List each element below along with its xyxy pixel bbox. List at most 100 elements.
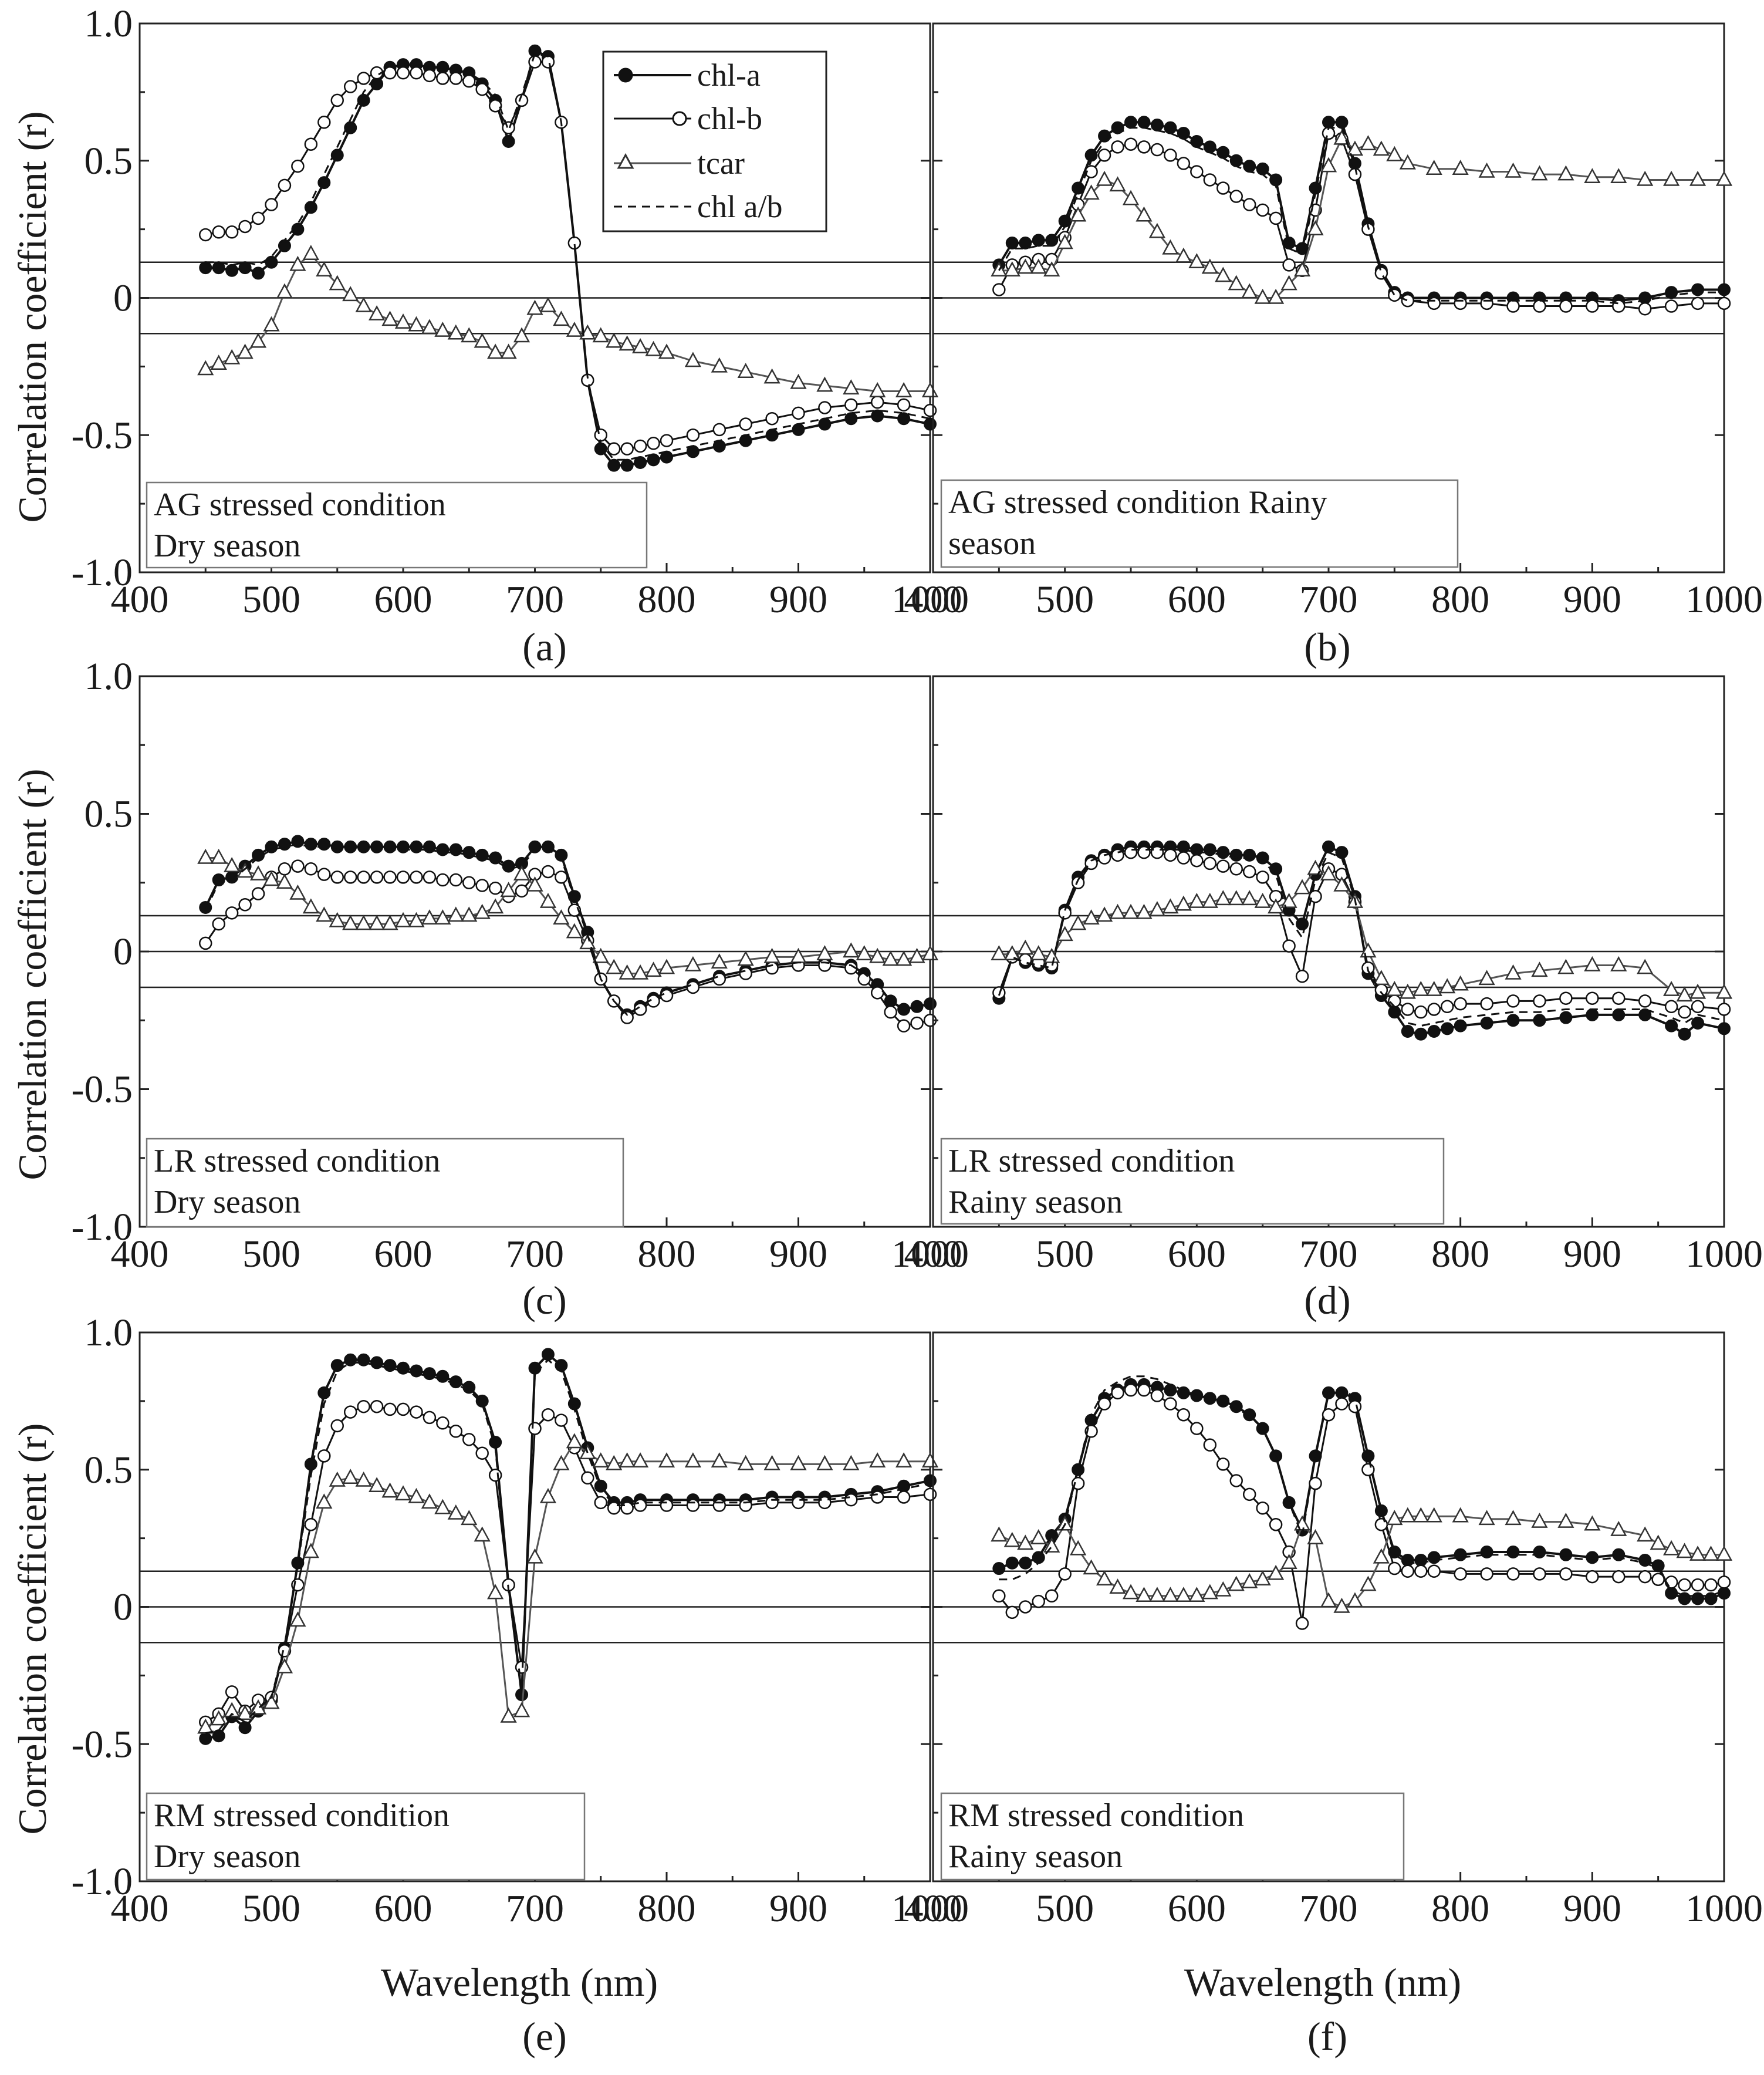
data-point [1373,970,1390,986]
data-point [1506,1546,1520,1558]
data-point [991,1526,1008,1542]
data-point [475,82,489,96]
data-point [1360,135,1377,150]
data-point [1663,1540,1680,1556]
data-point [396,871,410,884]
data-point [1070,206,1087,222]
data-point [844,412,858,426]
data-point [645,961,662,977]
data-point [818,1496,832,1510]
data-point [1322,840,1335,853]
data-point [633,439,647,453]
data-point [474,1526,491,1542]
data-point [1190,1422,1204,1435]
legend-frame [602,50,827,232]
data-point [436,873,450,887]
data-point [1638,994,1652,1008]
data-point [739,417,752,431]
data-point [1454,1567,1467,1581]
data-point [1293,879,1311,895]
y-tick-label: 0 [113,277,133,320]
legend: chl-a chl-b tcar chl a/b [602,50,827,232]
y-axis-title-row-1: Correlation coefficient (r) [10,111,55,522]
data-point [843,942,860,958]
data-point [199,228,212,242]
data-point [423,69,437,83]
data-point [1190,853,1204,868]
data-point [488,881,502,895]
data-point [792,406,805,420]
x-tick-label: 800 [1431,1887,1489,1930]
data-point [1401,1554,1414,1567]
data-point [620,1011,634,1024]
data-point [539,892,557,908]
data-point [291,159,305,173]
data-point [1651,1559,1665,1573]
data-point [238,261,252,275]
series-line [998,849,1725,1027]
data-point [317,1386,331,1399]
data-point [1228,1575,1245,1591]
x-tick-label: 400 [904,1887,962,1930]
data-point [1360,1575,1377,1591]
annotation-line: LR stressed condition [154,1143,440,1179]
data-point [1164,121,1177,134]
data-point [1164,1397,1177,1411]
x-tick-label: 700 [506,578,564,621]
data-point [1188,253,1205,268]
data-point [1269,173,1283,187]
data-point [871,409,884,423]
x-tick-label: 700 [1300,1887,1358,1930]
panel-e: 400 500 600 700 800 900 1000 1.0 0.5 0 -0.5 -1.0 RM … [72,1311,969,2059]
data-point [1307,220,1324,235]
data-point [1282,237,1296,249]
data-point [992,283,1006,296]
data-point [1320,157,1337,173]
data-point [1689,170,1706,186]
data-point [541,55,555,69]
data-point [343,871,357,884]
data-point [579,934,596,950]
data-point [1216,146,1230,159]
data-point [1425,160,1442,176]
data-point [1229,1400,1243,1413]
data-point [1229,154,1243,167]
data-point [368,915,386,930]
data-point [1333,1597,1350,1613]
data-point [606,959,623,974]
data-point [1109,903,1126,919]
data-point [317,1449,331,1463]
data-point [225,906,239,920]
data-point [1691,1000,1705,1014]
data-point [383,66,397,80]
x-tick-label: 1000 [1685,1233,1763,1276]
data-point [1335,116,1349,129]
data-point [1296,242,1309,255]
data-point [1374,1518,1388,1531]
data-point [513,865,530,880]
data-point [370,1399,384,1413]
data-point [844,398,858,412]
data-point [1201,1584,1218,1600]
data-point [344,1353,357,1367]
data-point [1241,1573,1258,1588]
data-point [1228,890,1245,906]
annotation-box [940,479,1459,568]
data-point [553,909,570,925]
data-point [541,1408,555,1422]
data-point [370,840,384,853]
data-point [1480,296,1493,311]
data-point [869,382,886,397]
data-point [1019,1556,1032,1570]
data-point [816,1455,833,1470]
series-tcar [197,848,939,980]
data-point [1717,1575,1731,1589]
data-point [739,967,752,980]
x-tick-label: 900 [769,578,827,621]
data-point [291,859,305,873]
data-point [1150,118,1164,131]
data-point [410,840,423,853]
data-point [1586,1008,1599,1021]
data-point [765,411,779,426]
data-point [1019,237,1032,249]
